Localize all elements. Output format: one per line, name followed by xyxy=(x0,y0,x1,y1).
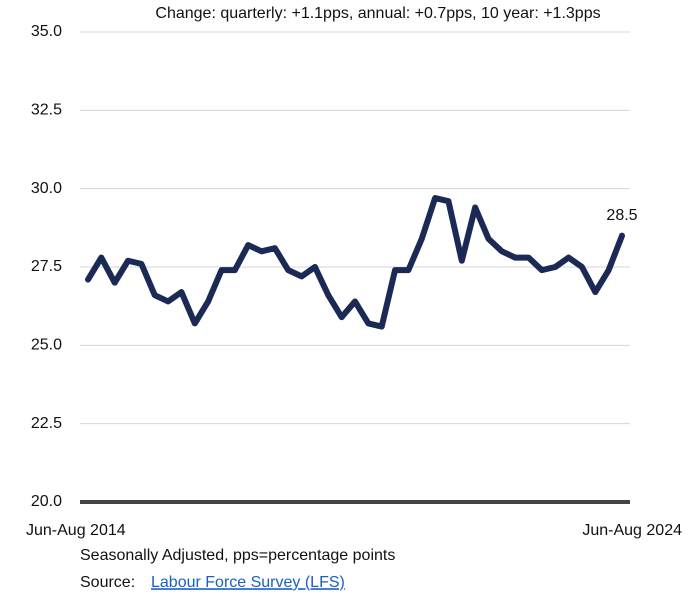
data-label: 28.5 xyxy=(606,207,637,224)
chart-subtitle: Change: quarterly: +1.1pps, annual: +0.7… xyxy=(155,5,600,22)
y-tick-label: 30.0 xyxy=(31,180,62,197)
source-link[interactable]: Labour Force Survey (LFS) xyxy=(151,574,345,591)
note: Seasonally Adjusted, pps=percentage poin… xyxy=(80,547,395,564)
y-tick-label: 22.5 xyxy=(31,415,62,432)
x-tick-label: Jun-Aug 2024 xyxy=(582,522,682,539)
source-label: Source: xyxy=(80,574,135,591)
y-tick-label: 35.0 xyxy=(31,23,62,40)
y-tick-label: 25.0 xyxy=(31,337,62,354)
y-tick-label: 32.5 xyxy=(31,102,62,119)
y-tick-label: 27.5 xyxy=(31,258,62,275)
y-tick-label: 20.0 xyxy=(31,493,62,510)
line-series xyxy=(85,195,625,330)
x-tick-label: Jun-Aug 2014 xyxy=(26,522,126,539)
